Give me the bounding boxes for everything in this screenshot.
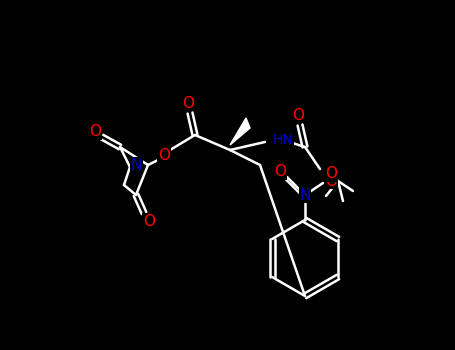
Text: N: N	[131, 158, 142, 173]
Text: O: O	[182, 96, 194, 111]
Text: O: O	[292, 107, 304, 122]
Text: N: N	[299, 188, 311, 203]
Text: HN: HN	[273, 133, 294, 147]
Text: O: O	[325, 174, 337, 189]
Text: O: O	[325, 167, 337, 182]
Text: O: O	[274, 164, 286, 180]
Polygon shape	[230, 118, 250, 145]
Text: O: O	[158, 148, 170, 163]
Text: O: O	[143, 214, 155, 229]
Text: O: O	[89, 125, 101, 140]
